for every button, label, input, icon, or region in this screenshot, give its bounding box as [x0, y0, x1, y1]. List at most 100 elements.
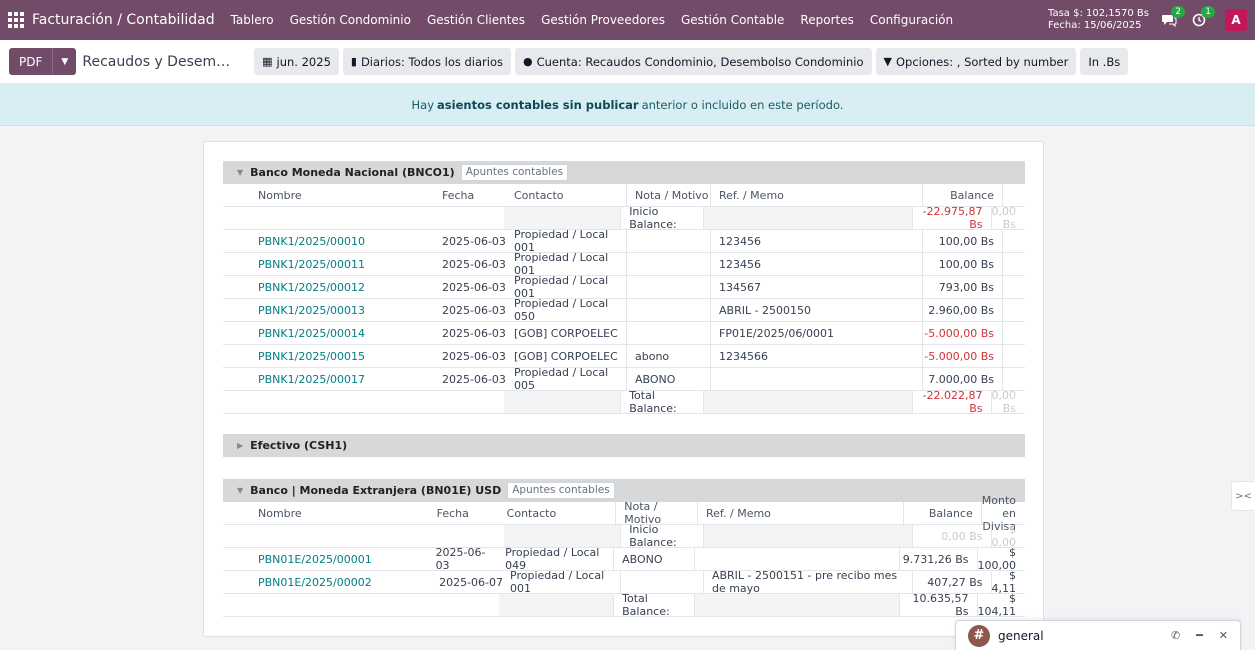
opening-extra: 0,00 Bs [991, 207, 1026, 229]
menu-gestion-contable[interactable]: Gestión Contable [681, 13, 784, 27]
move-link[interactable]: PBN01E/2025/00001 [223, 553, 430, 566]
move-link[interactable]: PBNK1/2025/00013 [223, 304, 436, 317]
total-label: Total Balance: [620, 391, 703, 413]
chevrons-icon: >< [1235, 491, 1252, 502]
move-link[interactable]: PBNK1/2025/00014 [223, 327, 436, 340]
table-row: PBNK1/2025/00011 2025-06-03 Propiedad / … [223, 253, 1025, 276]
navbar-systray: Tasa $: 102,1570 Bs Fecha: 15/06/2025 2 … [1048, 8, 1247, 32]
col-monto-divisa: Monto en Divisa [981, 502, 1025, 524]
col-ref: Ref. / Memo [710, 184, 922, 206]
move-link[interactable]: PBNK1/2025/00010 [223, 235, 436, 248]
section-bn01e: ▼ Banco | Moneda Extranjera (BN01E) USD … [223, 479, 1025, 617]
col-nombre: Nombre [223, 189, 436, 202]
user-avatar[interactable]: A [1225, 9, 1247, 31]
filter-account-button[interactable]: ● Cuenta: Recaudos Condominio, Desembols… [515, 48, 872, 75]
chat-actions: ✆ ━ ✕ [1171, 629, 1228, 642]
section-header[interactable]: ▼ Banco Moneda Nacional (BNCO1) Apuntes … [223, 161, 1025, 184]
alert-suffix: anterior o incluido en este período. [642, 98, 844, 112]
total-balance-row: Total Balance: -22.022,87 Bs 0,00 Bs [223, 391, 1025, 414]
journal-items-button[interactable]: Apuntes contables [507, 482, 614, 499]
section-csh1: ▶ Efectivo (CSH1) [223, 434, 1025, 457]
filter-currency-label: In .Bs [1088, 55, 1120, 69]
opening-balance-row: Inicio Balance: -22.975,87 Bs 0,00 Bs [223, 207, 1025, 230]
menu-gestion-condominio[interactable]: Gestión Condominio [290, 13, 411, 27]
collapse-panel-tab[interactable]: >< [1231, 481, 1255, 511]
minimize-icon[interactable]: ━ [1196, 629, 1203, 642]
table-row: PBNK1/2025/00010 2025-06-03 Propiedad / … [223, 230, 1025, 253]
table-row: PBNK1/2025/00015 2025-06-03 [GOB] CORPOE… [223, 345, 1025, 368]
caret-right-icon: ▶ [237, 441, 243, 450]
app-title[interactable]: Facturación / Contabilidad [32, 12, 215, 28]
section-header[interactable]: ▼ Banco | Moneda Extranjera (BN01E) USD … [223, 479, 1025, 502]
total-balance: -22.022,87 Bs [912, 391, 991, 413]
top-navbar: Facturación / Contabilidad Tablero Gesti… [0, 0, 1255, 40]
col-fecha: Fecha [436, 189, 508, 202]
caret-down-icon: ▼ [237, 486, 243, 495]
user-icon: ● [523, 55, 533, 68]
move-link[interactable]: PBNK1/2025/00012 [223, 281, 436, 294]
pdf-dropdown-toggle[interactable]: ▼ [52, 48, 76, 75]
move-link[interactable]: PBNK1/2025/00017 [223, 373, 436, 386]
chat-channel-name[interactable]: general [998, 629, 1044, 643]
report-title: Recaudos y Desem… [82, 54, 230, 70]
channel-avatar: # [968, 625, 990, 647]
move-link[interactable]: PBNK1/2025/00015 [223, 350, 436, 363]
opening-label: Inicio Balance: [620, 207, 703, 229]
apps-menu-icon[interactable] [8, 12, 24, 28]
move-link[interactable]: PBNK1/2025/00011 [223, 258, 436, 271]
table-row: PBNK1/2025/00012 2025-06-03 Propiedad / … [223, 276, 1025, 299]
caret-down-icon: ▼ [61, 57, 68, 67]
total-balance-row: Total Balance: 10.635,57 Bs $ 104,11 [223, 594, 1025, 617]
messages-count-badge: 2 [1171, 6, 1185, 18]
filter-icon: ▼ [884, 55, 892, 68]
section-title: Banco | Moneda Extranjera (BN01E) USD [250, 484, 501, 497]
menu-configuracion[interactable]: Configuración [870, 13, 953, 27]
filter-currency-button[interactable]: In .Bs [1080, 48, 1128, 75]
section-header[interactable]: ▶ Efectivo (CSH1) [223, 434, 1025, 457]
table-row: PBNK1/2025/00014 2025-06-03 [GOB] CORPOE… [223, 322, 1025, 345]
col-balance: Balance [922, 184, 1002, 206]
menu-tablero[interactable]: Tablero [231, 13, 274, 27]
table-row: PBN01E/2025/00002 2025-06-07 Propiedad /… [223, 571, 1025, 594]
table-row: PBNK1/2025/00013 2025-06-03 Propiedad / … [223, 299, 1025, 322]
column-header-row: Nombre Fecha Contacto Nota / Motivo Ref.… [223, 184, 1025, 207]
book-icon: ▮ [351, 55, 357, 68]
phone-icon[interactable]: ✆ [1171, 629, 1180, 642]
column-header-row: Nombre Fecha Contacto Nota / Motivo Ref.… [223, 502, 1025, 525]
section-title: Banco Moneda Nacional (BNCO1) [250, 166, 455, 179]
filter-options-button[interactable]: ▼ Opciones: , Sorted by number [876, 48, 1077, 75]
filter-journals-label: Diarios: Todos los diarios [361, 55, 503, 69]
filter-date-button[interactable]: ▦ jun. 2025 [254, 48, 339, 75]
section-bnco1: ▼ Banco Moneda Nacional (BNCO1) Apuntes … [223, 161, 1025, 414]
opening-balance: -22.975,87 Bs [912, 207, 991, 229]
section-title: Efectivo (CSH1) [250, 439, 347, 452]
control-panel: PDF ▼ Recaudos y Desem… ▦ jun. 2025 ▮ Di… [0, 40, 1255, 84]
total-extra: 0,00 Bs [991, 391, 1026, 413]
unposted-entries-alert: Hay asientos contables sin publicar ante… [0, 84, 1255, 126]
col-contacto: Contacto [508, 184, 626, 206]
opening-balance-row: Inicio Balance: 0,00 Bs $ 0,00 [223, 525, 1025, 548]
calendar-icon: ▦ [262, 55, 272, 68]
menu-gestion-clientes[interactable]: Gestión Clientes [427, 13, 525, 27]
chat-window-general[interactable]: # general ✆ ━ ✕ [955, 620, 1241, 650]
caret-down-icon: ▼ [237, 168, 243, 177]
table-row: PBN01E/2025/00001 2025-06-03 Propiedad /… [223, 548, 1025, 571]
close-icon[interactable]: ✕ [1219, 629, 1228, 642]
tasa-text: Tasa $: 102,1570 Bs [1048, 8, 1149, 20]
activities-count-badge: 1 [1201, 6, 1215, 18]
report-sheet: ▼ Banco Moneda Nacional (BNCO1) Apuntes … [203, 141, 1044, 637]
alert-link[interactable]: asientos contables sin publicar [437, 98, 639, 112]
journal-items-button[interactable]: Apuntes contables [461, 164, 568, 181]
pdf-button-group: PDF ▼ [9, 48, 76, 75]
filter-journals-button[interactable]: ▮ Diarios: Todos los diarios [343, 48, 511, 75]
main-menu: Tablero Gestión Condominio Gestión Clien… [231, 13, 954, 27]
col-extra [1002, 184, 1025, 206]
menu-gestion-proveedores[interactable]: Gestión Proveedores [541, 13, 665, 27]
table-row: PBNK1/2025/00017 2025-06-03 Propiedad / … [223, 368, 1025, 391]
pdf-button[interactable]: PDF [9, 48, 52, 75]
filter-date-label: jun. 2025 [277, 55, 331, 69]
menu-reportes[interactable]: Reportes [800, 13, 853, 27]
messages-icon[interactable]: 2 [1159, 10, 1179, 30]
activities-icon[interactable]: 1 [1189, 10, 1209, 30]
move-link[interactable]: PBN01E/2025/00002 [223, 576, 433, 589]
